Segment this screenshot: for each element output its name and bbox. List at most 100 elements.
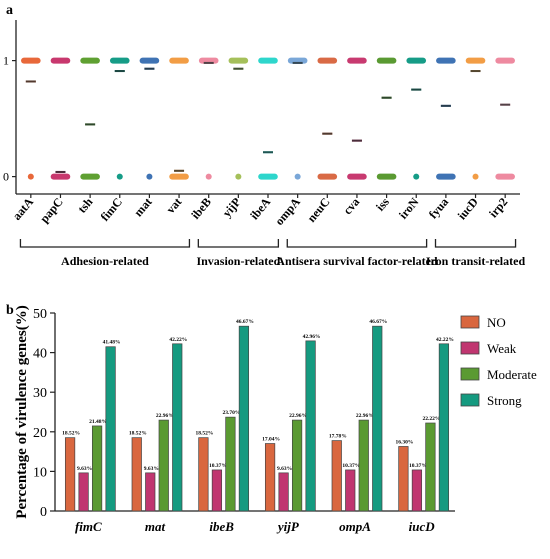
point-cluster-yijP-1	[228, 57, 249, 64]
point-cluster-ibeB-0	[205, 173, 212, 180]
group-bracket	[286, 239, 428, 248]
x-tick-label-tsh: tsh	[75, 195, 96, 216]
x-tick-label-mat: mat	[131, 195, 155, 219]
x-tick-label-fimC: fimC	[98, 195, 125, 224]
legend-label: Moderate	[487, 367, 537, 382]
bar-iucD-weak	[411, 469, 423, 512]
x-tick-label-yijP: yijP	[220, 195, 244, 220]
point-cluster-iroN-1	[406, 57, 427, 64]
bar-yijP-weak	[278, 472, 289, 512]
point-cluster-mat-1	[139, 57, 160, 64]
x-tick-label-ompA: ompA	[272, 195, 303, 228]
y-tick-label: 50	[33, 307, 47, 322]
data-label: 17.78%	[329, 434, 347, 440]
bar-mat-weak	[145, 472, 156, 512]
bar-mat-moderate	[158, 419, 169, 512]
data-label: 22.96%	[289, 413, 307, 419]
legend-swatch-no	[460, 315, 480, 329]
bar-fimC-weak	[78, 472, 89, 512]
x-tick-label-ibeB: ibeB	[209, 519, 234, 534]
legend-swatch-weak	[460, 341, 480, 355]
point-cluster-aatA-0	[27, 173, 34, 180]
x-tick-label-iroN: iroN	[396, 195, 422, 222]
point-cluster-fyua-1	[436, 57, 456, 64]
x-tick-label-cva: cva	[340, 195, 362, 217]
bar-yijP-strong	[305, 340, 316, 512]
x-tick-label-iucD: iucD	[409, 519, 436, 534]
data-label: 18.52%	[195, 431, 213, 437]
point-cluster-ibeA-1	[258, 57, 278, 64]
bar-mat-no	[131, 437, 142, 512]
point-cluster-papC-1	[50, 57, 71, 64]
point-cluster-fimC-0	[116, 173, 123, 180]
data-label: 9.63%	[144, 466, 159, 472]
bar-iucD-strong	[438, 343, 450, 512]
y-tick-label: 10	[33, 465, 47, 480]
point-cluster-cva-1	[347, 57, 367, 64]
group-label: Invasion-related	[196, 254, 280, 268]
data-label: 22.22%	[422, 416, 440, 422]
data-label: 42.22%	[169, 337, 187, 343]
bar-iucD-moderate	[425, 422, 436, 512]
x-tick-label-irp2: irp2	[486, 195, 510, 220]
point-cluster-iroN-0	[413, 173, 420, 180]
y-tick-label: 0	[40, 505, 47, 520]
x-tick-label-ompA: ompA	[339, 519, 371, 534]
x-tick-label-iucD: iucD	[455, 195, 481, 223]
bar-yijP-moderate	[291, 419, 303, 512]
x-tick-label-papC: papC	[37, 195, 66, 225]
bar-ompA-moderate	[358, 419, 369, 512]
x-tick-label-iss: iss	[373, 195, 392, 214]
point-cluster-vat-0	[169, 173, 189, 180]
bar-ompA-weak	[345, 469, 356, 512]
data-label: 18.52%	[129, 431, 147, 437]
legend-label: NO	[487, 315, 506, 330]
data-label: 46.67%	[236, 319, 254, 325]
bar-ibeB-no	[198, 437, 209, 512]
bar-mat-strong	[172, 343, 183, 512]
bar-yijP-no	[264, 443, 276, 512]
legend-label: Strong	[487, 393, 522, 408]
data-label: 16.30%	[395, 439, 413, 445]
point-cluster-ompA-0	[294, 173, 301, 180]
data-label: 21.48%	[89, 419, 107, 425]
point-cluster-tsh-1	[80, 57, 100, 64]
point-cluster-neuC-0	[317, 173, 338, 180]
data-label: 17.04%	[262, 437, 280, 443]
legend-swatch-moderate	[460, 367, 480, 381]
point-cluster-ibeA-0	[258, 173, 278, 180]
point-cluster-iucD-1	[465, 57, 486, 64]
data-label: 23.70%	[222, 410, 240, 416]
panel-a-label: a	[6, 3, 13, 18]
y-tick-label: 0	[3, 170, 9, 184]
group-label: Adhesion-related	[61, 254, 149, 268]
legend-swatch-strong	[460, 393, 480, 407]
y-tick-label: 1	[3, 54, 9, 68]
group-label: Iron transit-related	[426, 254, 526, 268]
bar-fimC-moderate	[91, 425, 103, 512]
data-label: 18.52%	[62, 431, 80, 437]
x-tick-label-ibeA: ibeA	[247, 195, 273, 223]
group-label: Antisera survival factor-related	[276, 254, 438, 268]
panel-b-label: b	[6, 303, 14, 318]
data-label: 41.48%	[103, 340, 121, 346]
x-tick-label-fyua: fyua	[426, 195, 451, 221]
data-label: 22.96%	[156, 413, 174, 419]
bar-ompA-no	[331, 440, 342, 512]
y-tick-label: 30	[33, 386, 47, 401]
point-cluster-aatA-1	[21, 57, 41, 64]
point-cluster-irp2-1	[495, 57, 515, 64]
data-label: 42.96%	[303, 334, 321, 340]
bar-fimC-strong	[105, 346, 116, 512]
data-label: 10.37%	[209, 463, 227, 469]
point-cluster-papC-0	[50, 173, 71, 180]
group-bracket	[434, 239, 517, 248]
point-cluster-yijP-0	[235, 173, 242, 180]
y-tick-label: 20	[33, 426, 47, 441]
x-tick-label-mat: mat	[145, 519, 166, 534]
data-label: 9.63%	[77, 466, 92, 472]
data-label: 10.37%	[342, 463, 360, 469]
legend-label: Weak	[487, 341, 517, 356]
point-cluster-irp2-0	[495, 173, 515, 180]
